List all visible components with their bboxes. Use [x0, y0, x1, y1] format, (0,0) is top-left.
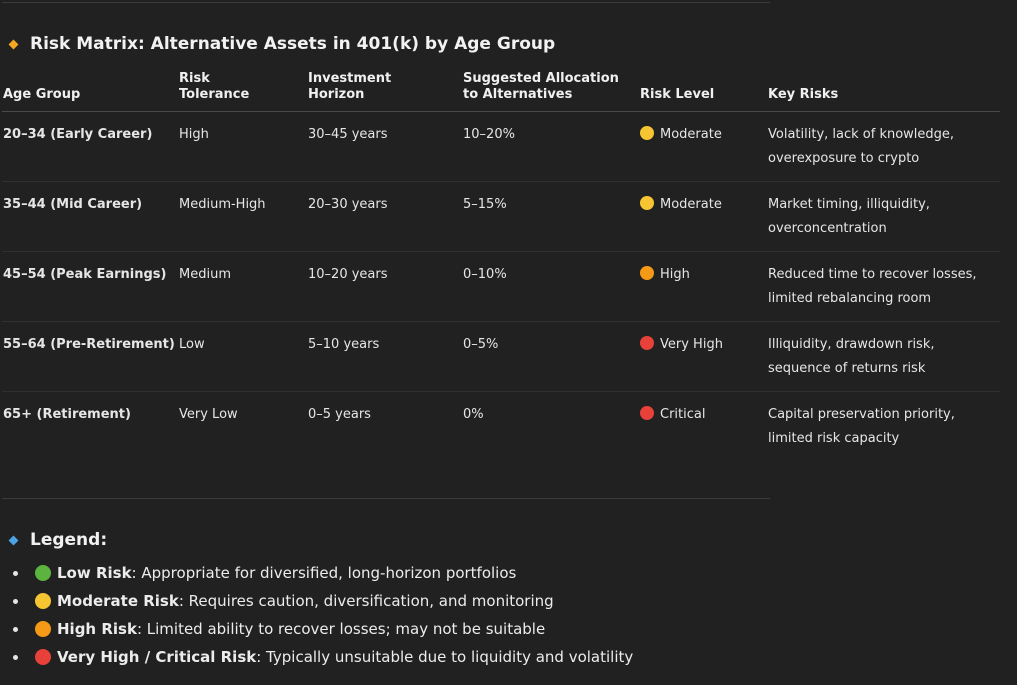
table-row: 45–54 (Peak Earnings) Medium 10–20 years 0–…: [2, 251, 1000, 322]
risk-level-cell: High: [639, 251, 767, 322]
legend-item: Very High / Critical Risk: Typically uns…: [12, 643, 634, 671]
legend-dot-icon: [35, 649, 51, 665]
risk-dot-icon: [640, 266, 654, 280]
risk-matrix-title: Risk Matrix: Alternative Assets in 401(k…: [30, 34, 556, 54]
key-risks-cell: Volatility, lack of knowledge, overexpos…: [767, 111, 1000, 182]
age-group-cell: 45–54 (Peak Earnings): [2, 251, 178, 322]
risk-level-label: Critical: [660, 407, 706, 422]
risk-tolerance-cell: Very Low: [179, 407, 238, 422]
header-key-risks: Key Risks: [767, 68, 1000, 112]
header-age-group: Age Group: [2, 68, 178, 112]
risk-matrix-heading: Risk Matrix: Alternative Assets in 401(k…: [8, 34, 555, 54]
key-risks-cell: Capital preservation priority, limited r…: [768, 407, 955, 446]
suggested-allocation-cell: 0%: [463, 407, 484, 422]
table-row: 65+ (Retirement) Very Low 0–5 years 0% Criti…: [2, 392, 1000, 462]
risk-tolerance-cell: Medium: [178, 251, 307, 322]
orange-diamond-icon: [8, 39, 19, 49]
legend-dot-icon: [35, 593, 51, 609]
table-row: 35–44 (Mid Career) Medium-High 20–30 years…: [2, 181, 1000, 252]
investment-horizon-cell: 30–45 years: [307, 111, 462, 182]
risk-matrix-table: Age Group Risk Tolerance Investment Hori…: [2, 68, 1000, 461]
key-risks-cell: Market timing, illiquidity, overconcentr…: [767, 181, 1000, 252]
section-divider: [2, 498, 770, 499]
risk-level-cell: Critical: [639, 392, 767, 462]
legend-item: Moderate Risk: Requires caution, diversi…: [12, 587, 633, 615]
blue-diamond-icon: [8, 535, 19, 545]
risk-dot-icon: [640, 336, 654, 350]
legend-item-label: Very High / Critical Risk: [57, 648, 257, 666]
risk-level-label: Moderate: [660, 127, 722, 142]
suggested-allocation-cell: 5–15%: [462, 181, 639, 252]
top-divider: [2, 2, 770, 3]
header-suggested-allocation: Suggested Allocation to Alternatives: [462, 68, 639, 112]
risk-dot-icon: [640, 126, 654, 140]
legend-list: Low Risk: Appropriate for diversified, l…: [0, 559, 633, 671]
investment-horizon-cell: 0–5 years: [308, 407, 371, 422]
key-risks-cell: Reduced time to recover losses, limited …: [767, 251, 1000, 322]
suggested-allocation-cell: 10–20%: [462, 111, 639, 182]
table-header-row: Age Group Risk Tolerance Investment Hori…: [2, 68, 1000, 112]
legend-item-text: : Appropriate for diversified, long-hori…: [131, 564, 517, 582]
legend-heading: Legend:: [8, 530, 107, 550]
legend-item: High Risk: Limited ability to recover lo…: [12, 615, 633, 643]
investment-horizon-cell: 5–10 years: [307, 321, 462, 392]
key-risks-cell: Illiquidity, drawdown risk, sequence of …: [767, 321, 1000, 392]
legend-item-label: High Risk: [57, 620, 137, 638]
risk-tolerance-cell: Medium-High: [178, 181, 307, 252]
investment-horizon-cell: 20–30 years: [307, 181, 462, 252]
risk-level-label: Very High: [660, 337, 723, 352]
suggested-allocation-cell: 0–5%: [462, 321, 639, 392]
legend-item-label: Moderate Risk: [57, 592, 179, 610]
legend-dot-icon: [35, 621, 51, 637]
risk-tolerance-cell: Low: [178, 321, 307, 392]
age-group-cell: 35–44 (Mid Career): [2, 181, 178, 252]
age-group-cell: 20–34 (Early Career): [2, 111, 178, 182]
legend-dot-icon: [35, 565, 51, 581]
age-group-cell: 55–64 (Pre-Retirement): [2, 321, 178, 392]
header-risk-tolerance: Risk Tolerance: [178, 68, 307, 112]
legend-title: Legend:: [30, 530, 108, 550]
investment-horizon-cell: 10–20 years: [307, 251, 462, 322]
risk-tolerance-cell: High: [178, 111, 307, 182]
risk-level-label: High: [660, 267, 690, 282]
table-row: 55–64 (Pre-Retirement) Low 5–10 years 0–5% V…: [2, 321, 1000, 392]
age-group-cell: 65+ (Retirement): [3, 407, 131, 422]
risk-level-label: Moderate: [660, 197, 722, 212]
risk-dot-icon: [640, 196, 654, 210]
suggested-allocation-cell: 0–10%: [462, 251, 639, 322]
header-investment-horizon: Investment Horizon: [307, 68, 462, 112]
risk-level-cell: Very High: [639, 321, 767, 392]
legend-item-text: : Typically unsuitable due to liquidity …: [256, 648, 634, 666]
legend-item-text: : Requires caution, diversification, and…: [178, 592, 554, 610]
header-risk-level: Risk Level: [639, 68, 767, 112]
risk-level-cell: Moderate: [639, 111, 767, 182]
risk-dot-icon: [640, 406, 654, 420]
table-row: 20–34 (Early Career) High 30–45 years 10–20…: [2, 111, 1000, 182]
legend-item: Low Risk: Appropriate for diversified, l…: [12, 559, 633, 587]
risk-level-cell: Moderate: [639, 181, 767, 252]
legend-item-label: Low Risk: [57, 564, 132, 582]
legend-item-text: : Limited ability to recover losses; may…: [136, 620, 546, 638]
